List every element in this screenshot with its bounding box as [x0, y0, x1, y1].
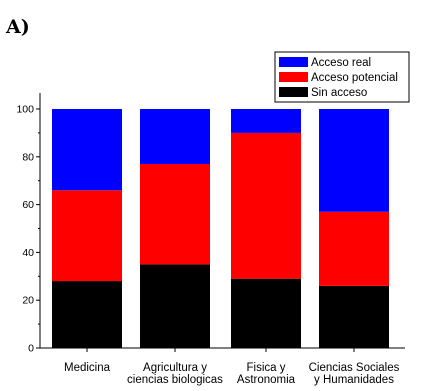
x-category-label-3-line-2: Astronomia: [237, 374, 296, 386]
bar-acceso-real-2: [140, 109, 210, 164]
bar-sin-acceso-3: [231, 278, 301, 348]
bar-acceso-potencial-2: [140, 163, 210, 265]
bar-acceso-potencial-3: [231, 132, 301, 279]
bar-acceso-potencial-1: [52, 190, 122, 282]
x-category-label-2-line-1: Agricultura y: [143, 362, 207, 374]
legend-label-acceso-potencial: Acceso potencial: [311, 72, 398, 84]
y-tick-label-0: 0: [28, 343, 34, 355]
x-category-label-2-line-2: ciencias biologicas: [127, 374, 223, 386]
legend-swatch-sin-acceso: [279, 87, 308, 97]
y-tick-label-40: 40: [22, 247, 34, 259]
bar-sin-acceso-1: [52, 281, 122, 348]
bar-sin-acceso-4: [319, 285, 389, 348]
y-tick-label-100: 100: [16, 104, 34, 116]
y-tick-label-60: 60: [22, 199, 34, 211]
panel-label: A): [5, 16, 30, 38]
bar-acceso-real-3: [231, 109, 301, 133]
y-tick-label-20: 20: [22, 295, 34, 307]
x-category-label-1-line-1: Medicina: [64, 362, 111, 374]
legend-label-acceso-real: Acceso real: [311, 57, 371, 69]
axes-group: 0 20 40 60 80 100 Medicina Agricultura yciencia…: [16, 93, 405, 386]
legend-swatch-acceso-real: [279, 57, 308, 67]
bar-acceso-real-1: [52, 109, 122, 191]
x-category-label-4-line-1: Ciencias Sociales: [309, 362, 400, 374]
bar-acceso-real-4: [319, 109, 389, 212]
bar-sin-acceso-2: [140, 264, 210, 348]
x-category-label-3-line-1: Fisica y: [247, 362, 286, 374]
bar-acceso-potencial-4: [319, 211, 389, 286]
bars-group: [52, 109, 389, 348]
legend-swatch-acceso-potencial: [279, 72, 308, 82]
y-tick-label-80: 80: [22, 151, 34, 163]
legend-label-sin-acceso: Sin acceso: [311, 87, 367, 99]
legend: Acceso real Acceso potencial Sin acceso: [274, 51, 410, 103]
x-category-label-4-line-2: y Humanidades: [314, 374, 394, 386]
